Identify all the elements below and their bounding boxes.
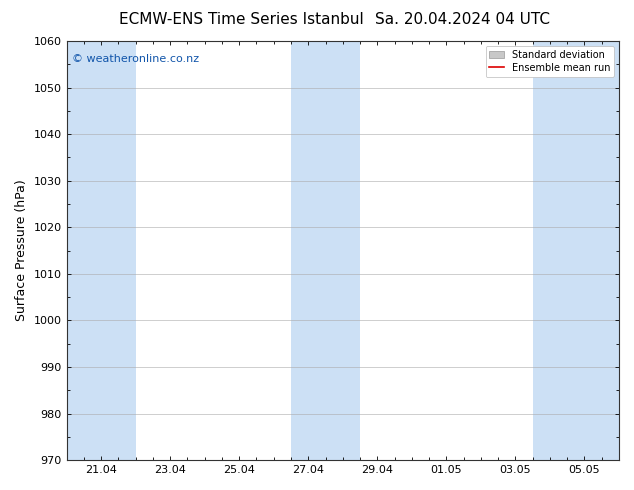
- Legend: Standard deviation, Ensemble mean run: Standard deviation, Ensemble mean run: [486, 46, 614, 76]
- Text: Sa. 20.04.2024 04 UTC: Sa. 20.04.2024 04 UTC: [375, 12, 550, 27]
- Text: © weatheronline.co.nz: © weatheronline.co.nz: [72, 53, 199, 64]
- Y-axis label: Surface Pressure (hPa): Surface Pressure (hPa): [15, 180, 28, 321]
- Bar: [67, 41, 136, 460]
- Text: ECMW-ENS Time Series Istanbul: ECMW-ENS Time Series Istanbul: [119, 12, 363, 27]
- Bar: [533, 41, 619, 460]
- Bar: [291, 41, 360, 460]
